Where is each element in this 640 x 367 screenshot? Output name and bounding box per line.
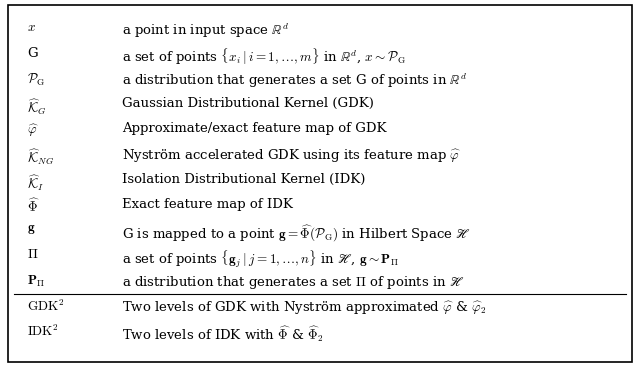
Text: G is mapped to a point $\mathbf{g} = \widehat{\Phi}(\mathcal{P}_{\mathrm{G}})$ i: G is mapped to a point $\mathbf{g} = \wi… [122,223,472,244]
Text: $\widehat{\mathcal{K}}_{G}$: $\widehat{\mathcal{K}}_{G}$ [27,97,47,117]
Text: Exact feature map of IDK: Exact feature map of IDK [122,198,293,211]
Text: a distribution that generates a set $\Pi$ of points in $\mathscr{H}$: a distribution that generates a set $\Pi… [122,273,465,291]
Text: $\widehat{\varphi}$: $\widehat{\varphi}$ [27,122,38,139]
Text: $\widehat{\mathcal{K}}_{NG}$: $\widehat{\mathcal{K}}_{NG}$ [27,148,54,167]
Text: $x$: $x$ [27,21,36,34]
Text: $\mathbf{g}$: $\mathbf{g}$ [27,223,35,236]
Text: Nyström accelerated GDK using its feature map $\widehat{\varphi}$: Nyström accelerated GDK using its featur… [122,148,462,164]
Text: $\widehat{\mathcal{K}}_{I}$: $\widehat{\mathcal{K}}_{I}$ [27,173,44,193]
Text: $\mathrm{GDK}^2$: $\mathrm{GDK}^2$ [27,299,64,314]
Text: a set of points $\{x_i \mid i=1,\ldots,m\}$ in $\mathbb{R}^d$, $x \sim \mathcal{: a set of points $\{x_i \mid i=1,\ldots,m… [122,47,406,67]
Text: G: G [27,47,38,59]
Text: Gaussian Distributional Kernel (GDK): Gaussian Distributional Kernel (GDK) [122,97,374,110]
Text: a distribution that generates a set G of points in $\mathbb{R}^d$: a distribution that generates a set G of… [122,72,468,90]
Text: $\Pi$: $\Pi$ [27,248,38,261]
Text: $\mathrm{IDK}^2$: $\mathrm{IDK}^2$ [27,324,59,339]
Text: a set of points $\{\mathbf{g}_j \mid j=1,\ldots,n\}$ in $\mathscr{H}$, $\mathbf{: a set of points $\{\mathbf{g}_j \mid j=1… [122,248,399,270]
Text: $\mathbf{P}_{\Pi}$: $\mathbf{P}_{\Pi}$ [27,273,45,289]
Text: $\mathcal{P}_{\mathrm{G}}$: $\mathcal{P}_{\mathrm{G}}$ [27,72,45,88]
Text: Approximate/exact feature map of GDK: Approximate/exact feature map of GDK [122,122,387,135]
Text: Isolation Distributional Kernel (IDK): Isolation Distributional Kernel (IDK) [122,173,366,186]
Text: Two levels of GDK with Nyström approximated $\widehat{\varphi}$ & $\widehat{\var: Two levels of GDK with Nyström approxima… [122,299,487,316]
Text: $\widehat{\Phi}$: $\widehat{\Phi}$ [27,198,40,215]
Text: Two levels of IDK with $\widehat{\Phi}$ & $\widehat{\Phi}_2$: Two levels of IDK with $\widehat{\Phi}$ … [122,324,324,344]
FancyBboxPatch shape [8,5,632,362]
Text: a point in input space $\mathbb{R}^d$: a point in input space $\mathbb{R}^d$ [122,21,290,40]
